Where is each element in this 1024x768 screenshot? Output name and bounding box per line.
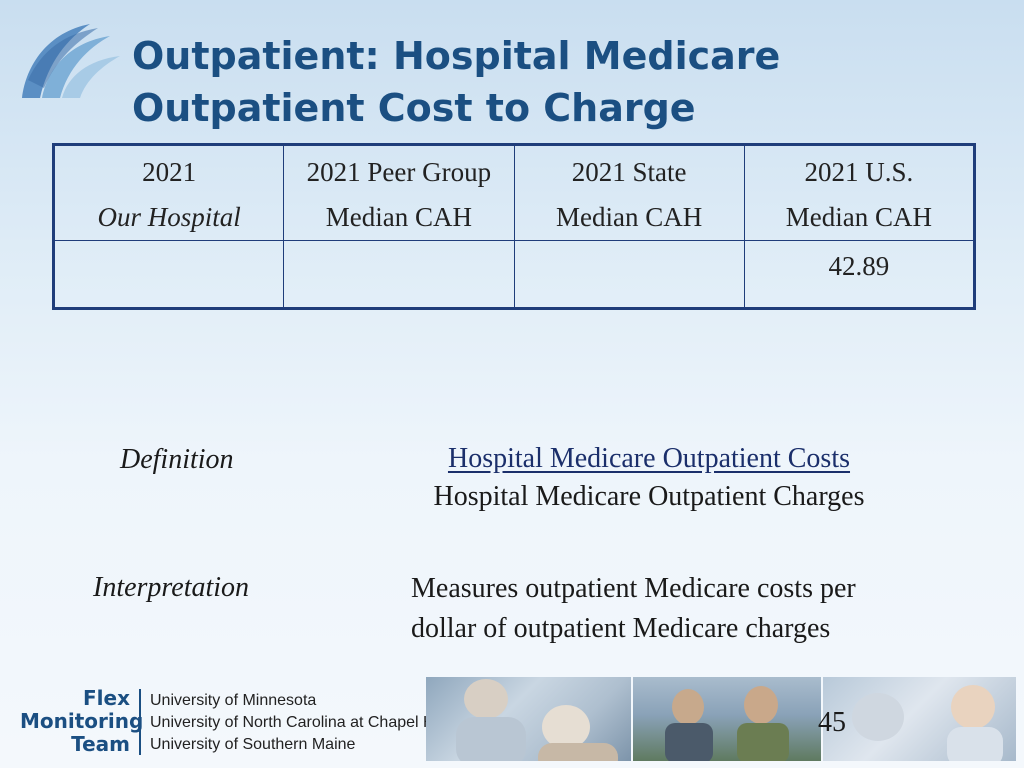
team-name-line: Flex xyxy=(83,686,130,710)
people-photo-icon xyxy=(456,679,618,761)
people-photo-icon xyxy=(852,685,1003,761)
photo-farmers xyxy=(633,677,821,761)
university-list: University of Minnesota University of No… xyxy=(150,690,446,756)
divider xyxy=(139,689,141,755)
page-title: Outpatient: Hospital Medicare Outpatient… xyxy=(132,30,780,134)
interpretation-line-1: Measures outpatient Medicare costs per xyxy=(411,573,856,604)
table-header-row: 2021 Our Hospital 2021 Peer Group Median… xyxy=(52,144,976,241)
photo-nurse-elderly-patient xyxy=(426,677,631,761)
header-state: 2021 State Median CAH xyxy=(513,144,745,241)
team-name: Flex Monitoring Team xyxy=(20,686,144,756)
interpretation-text: Measures outpatient Medicare costs per d… xyxy=(411,569,856,649)
formula-denominator: Hospital Medicare Outpatient Charges xyxy=(433,481,865,512)
photo-strip xyxy=(426,677,1016,761)
header-line: 2021 xyxy=(142,157,197,187)
title-line-2: Outpatient Cost to Charge xyxy=(132,86,696,130)
interpretation-label: Interpretation xyxy=(93,572,250,603)
header-line: Median CAH xyxy=(785,202,932,232)
definition-label: Definition xyxy=(120,444,234,475)
header-peer-group: 2021 Peer Group Median CAH xyxy=(283,144,515,241)
formula-numerator: Hospital Medicare Outpatient Costs xyxy=(447,443,851,474)
header-line: 2021 State xyxy=(571,157,687,187)
team-name-line: Monitoring xyxy=(20,709,144,733)
header-line: 2021 Peer Group xyxy=(306,157,492,187)
value-state xyxy=(513,240,745,309)
team-name-line: Team xyxy=(71,732,130,756)
header-our-hospital: 2021 Our Hospital xyxy=(52,144,285,241)
cell-value: 42.89 xyxy=(828,251,890,281)
university-item: University of Southern Maine xyxy=(150,736,356,753)
header-line: Our Hospital xyxy=(97,202,241,232)
people-photo-icon xyxy=(665,686,789,761)
header-line: 2021 U.S. xyxy=(804,157,914,187)
definition-formula: Hospital Medicare Outpatient Costs Hospi… xyxy=(405,440,893,516)
header-line: Median CAH xyxy=(325,202,472,232)
page-number: 45 xyxy=(818,707,846,738)
university-item: University of North Carolina at Chapel H… xyxy=(150,714,446,731)
value-peer-group xyxy=(283,240,515,309)
photo-child-patient xyxy=(823,677,1016,761)
interpretation-line-2: dollar of outpatient Medicare charges xyxy=(411,613,831,644)
table-row: 42.89 xyxy=(52,240,976,309)
value-our-hospital xyxy=(52,240,285,309)
header-line: Median CAH xyxy=(556,202,703,232)
university-item: University of Minnesota xyxy=(150,692,317,709)
title-line-1: Outpatient: Hospital Medicare xyxy=(132,34,781,78)
header-us: 2021 U.S. Median CAH xyxy=(743,144,976,241)
value-us: 42.89 xyxy=(743,240,976,309)
wave-logo-icon xyxy=(22,24,120,98)
metrics-table: 2021 Our Hospital 2021 Peer Group Median… xyxy=(52,143,976,310)
